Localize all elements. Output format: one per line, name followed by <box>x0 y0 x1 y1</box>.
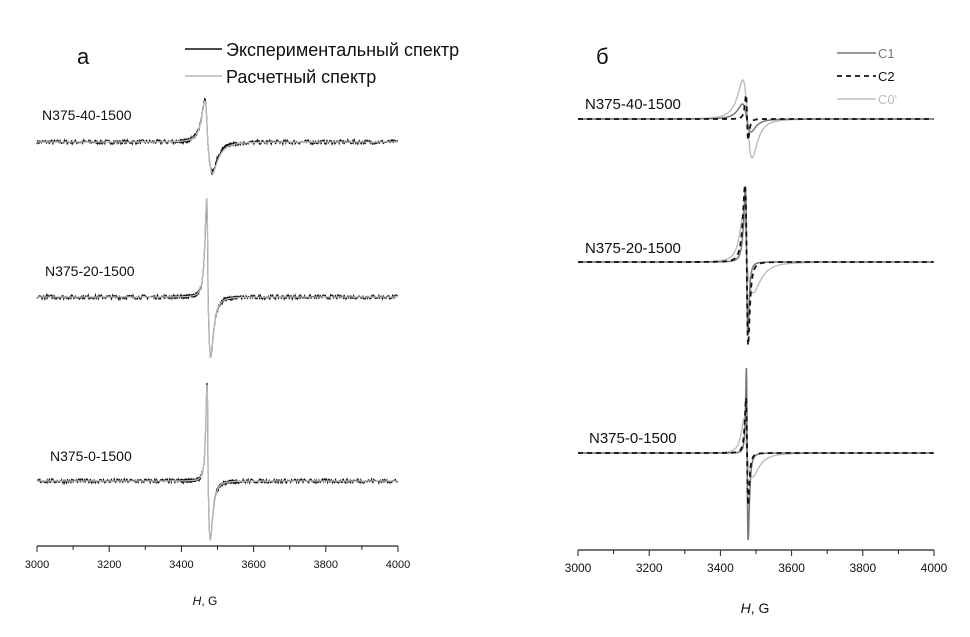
x-tick-label: 3200 <box>636 561 663 575</box>
panel-a-label: а <box>77 44 90 69</box>
x-tick-label: 3200 <box>97 559 121 571</box>
x-axis-a-title: H, G <box>193 594 218 608</box>
x-tick-label: 3400 <box>707 561 734 575</box>
x-tick-label: 3000 <box>565 561 592 575</box>
x-axis-a-title-var: H <box>193 594 202 608</box>
legend-a-experimental: Экспериментальный спектр <box>226 40 459 60</box>
curves-a <box>36 97 399 542</box>
x-tick-label: 4000 <box>386 559 410 571</box>
calculated-spectrum-line <box>37 100 398 174</box>
x-tick-label: 3400 <box>169 559 193 571</box>
spectrum-label: N375-0-1500 <box>589 430 677 447</box>
panel-b-label: б <box>596 44 609 69</box>
spectrum-label: N375-40-1500 <box>42 107 132 123</box>
component-line-c1 <box>578 367 934 541</box>
spectrum-label: N375-40-1500 <box>585 96 681 113</box>
spectrum-label: N375-20-1500 <box>585 240 681 257</box>
x-axis-a-title-unit: , G <box>201 594 217 608</box>
x-axis-b-title: H, G <box>741 600 770 616</box>
legend-b-c1: C1 <box>878 46 895 61</box>
x-axis-a: 3000 3200 3400 3600 3800 4000 <box>25 545 410 571</box>
spectrum-label: N375-20-1500 <box>45 263 135 279</box>
calculated-spectrum-line <box>37 384 398 542</box>
calculated-spectrum-line <box>37 197 398 359</box>
x-tick-label: 3800 <box>314 559 338 571</box>
curves-b <box>578 79 934 541</box>
component-line-c2 <box>578 181 934 346</box>
x-axis-b-title-unit: , G <box>751 600 770 616</box>
x-tick-label: 4000 <box>921 561 948 575</box>
panel-a: а Экспериментальный спектр Расчетный спе… <box>25 40 459 608</box>
legend-a: Экспериментальный спектр Расчетный спект… <box>185 40 459 87</box>
panel-b: б C1 C2 C0' N375-40-1500 N375-20-1500 N3… <box>565 44 948 616</box>
legend-a-calculated: Расчетный спектр <box>226 67 376 87</box>
component-line-c2 <box>578 397 934 506</box>
x-tick-label: 3000 <box>25 559 49 571</box>
x-tick-label: 3800 <box>849 561 876 575</box>
x-axis-b: 3000 3200 3400 3600 3800 4000 <box>565 549 948 575</box>
component-line-c1 <box>578 189 934 336</box>
x-tick-label: 3600 <box>241 559 265 571</box>
x-tick-label: 3600 <box>778 561 805 575</box>
legend-b-c0: C0' <box>878 92 897 107</box>
component-line-c2 <box>578 92 934 143</box>
spectrum-label: N375-0-1500 <box>50 448 132 464</box>
legend-b-c2: C2 <box>878 69 895 84</box>
x-axis-b-title-var: H <box>741 600 752 616</box>
legend-b: C1 C2 C0' <box>837 46 897 107</box>
component-line-c0-prime <box>578 417 934 478</box>
